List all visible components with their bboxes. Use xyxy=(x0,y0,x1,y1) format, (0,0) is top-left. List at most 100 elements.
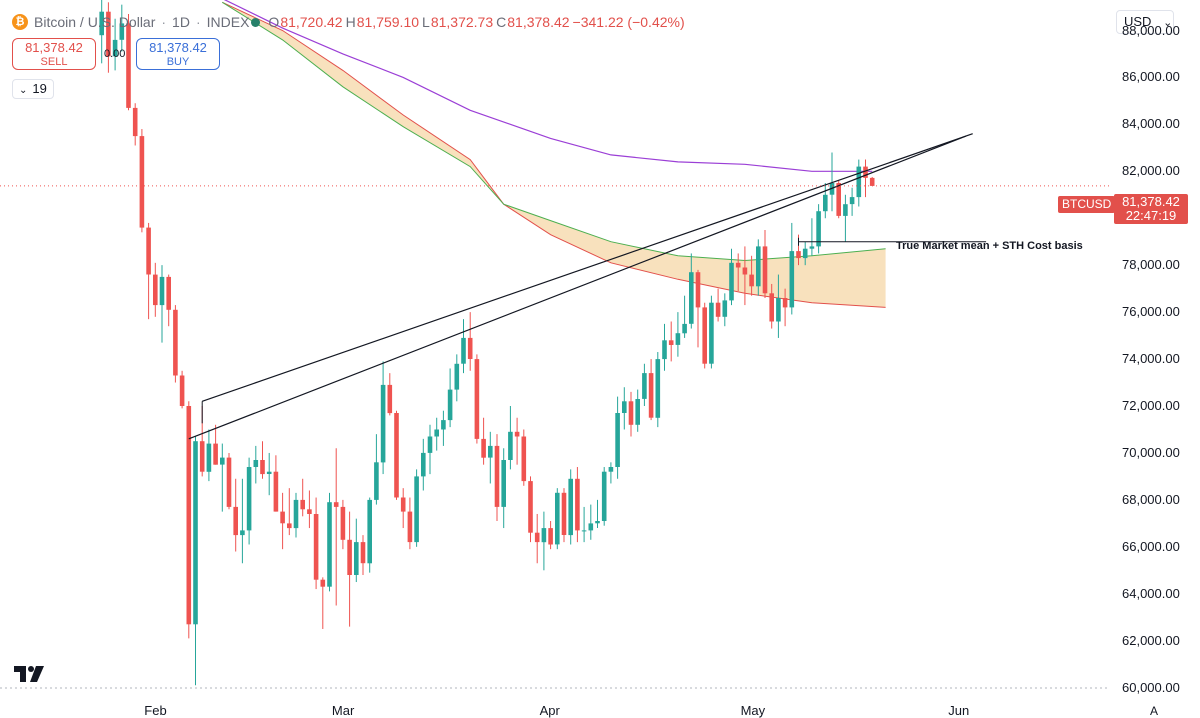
candle xyxy=(789,222,795,315)
candle xyxy=(273,455,279,512)
candle xyxy=(280,492,285,550)
candle xyxy=(615,396,620,479)
candle-body xyxy=(300,499,305,510)
candle-body xyxy=(387,384,393,414)
candle xyxy=(447,368,453,428)
band-lower-line xyxy=(222,1,886,262)
candle xyxy=(293,492,299,538)
candle-body xyxy=(628,401,634,425)
candle-body xyxy=(555,492,560,545)
bitcoin-icon: ₿ xyxy=(12,14,28,30)
tradingview-logo-icon[interactable] xyxy=(14,666,46,682)
candle-body xyxy=(367,499,372,564)
candle-body xyxy=(380,384,386,463)
candle xyxy=(206,429,212,482)
candle xyxy=(327,492,332,592)
currency-select[interactable]: USD ⌄ xyxy=(1116,10,1174,34)
candle-body xyxy=(689,272,694,324)
candle-body xyxy=(622,401,627,413)
candle xyxy=(756,239,761,296)
candle-body xyxy=(494,445,500,507)
band-upper-line xyxy=(222,1,886,308)
candle-body xyxy=(568,478,573,536)
auto-scale-button[interactable]: A xyxy=(1150,704,1159,718)
buy-label: BUY xyxy=(166,56,190,68)
candle xyxy=(762,229,768,299)
candle xyxy=(387,373,393,416)
candle xyxy=(628,391,634,437)
candle-body xyxy=(514,431,520,437)
candle xyxy=(702,302,707,369)
candle-body xyxy=(581,530,587,532)
candle xyxy=(735,253,741,291)
candle xyxy=(595,499,600,529)
high-label: H xyxy=(345,14,356,30)
candle xyxy=(233,478,238,552)
candle xyxy=(528,476,533,543)
time-tick-label: Apr xyxy=(539,703,560,718)
candle-body xyxy=(648,373,654,418)
symbol-legend[interactable]: ₿ Bitcoin / U.S. Dollar · 1D · INDEX O 81… xyxy=(12,12,688,32)
candle-body xyxy=(454,363,460,390)
candle xyxy=(347,511,352,627)
candle-body xyxy=(702,307,707,364)
candle xyxy=(427,424,433,475)
candle-body xyxy=(327,502,332,587)
candle xyxy=(394,410,399,500)
candle-body xyxy=(521,436,527,482)
annotation-text[interactable]: True Market mean + STH Cost basis xyxy=(896,240,1083,252)
candle-body xyxy=(179,375,185,406)
market-status-icon[interactable] xyxy=(251,17,261,27)
candle-body xyxy=(240,530,245,536)
candle-body xyxy=(601,471,607,521)
candle xyxy=(675,312,681,357)
candle-body xyxy=(293,499,299,529)
candle-body xyxy=(119,23,125,40)
price-tick-label: 82,000.00 xyxy=(1122,163,1180,179)
candle xyxy=(166,274,171,327)
candle xyxy=(682,295,687,338)
buy-button[interactable]: 81,378.42 BUY xyxy=(136,38,220,70)
price-tick-label: 88,000.00 xyxy=(1122,22,1180,38)
candle-body xyxy=(260,460,265,475)
candle xyxy=(642,363,647,407)
candle xyxy=(354,518,359,583)
trendlines[interactable] xyxy=(188,133,973,440)
candle-body xyxy=(481,438,486,458)
close-value: 81,378.42 xyxy=(507,14,570,30)
candle xyxy=(481,417,486,465)
candles[interactable] xyxy=(99,0,875,686)
close-label: C xyxy=(496,14,507,30)
candle xyxy=(782,288,788,327)
candle xyxy=(454,354,460,402)
candle xyxy=(132,103,138,146)
candle xyxy=(856,159,862,207)
indicators-toggle[interactable]: ⌄ 19 xyxy=(12,79,54,99)
symbol-name[interactable]: Bitcoin / U.S. Dollar xyxy=(34,14,156,30)
candle xyxy=(240,478,245,564)
candle xyxy=(601,467,607,526)
candle xyxy=(467,312,473,371)
change-value: −341.22 (−0.42%) xyxy=(572,14,685,30)
sell-price: 81,378.42 xyxy=(25,40,83,55)
candle-body xyxy=(695,272,701,308)
interval[interactable]: 1D xyxy=(172,14,190,30)
price-tick-label: 60,000.00 xyxy=(1122,679,1180,695)
candle-body xyxy=(548,528,553,545)
candle xyxy=(809,218,815,256)
price-tick-label: 84,000.00 xyxy=(1122,116,1180,132)
high-value: 81,759.10 xyxy=(356,14,420,30)
sell-button[interactable]: 81,378.42 SELL xyxy=(12,38,96,70)
candle-body xyxy=(528,481,533,533)
candle-body xyxy=(186,406,192,625)
candle-body xyxy=(159,276,165,306)
price-tick-label: 64,000.00 xyxy=(1122,585,1180,601)
candle xyxy=(648,359,654,421)
trendline xyxy=(202,133,973,402)
legend-separator: · xyxy=(195,14,201,30)
candle xyxy=(253,445,259,484)
annotation-line[interactable] xyxy=(798,237,987,246)
candle xyxy=(220,443,225,512)
candle xyxy=(266,452,272,496)
